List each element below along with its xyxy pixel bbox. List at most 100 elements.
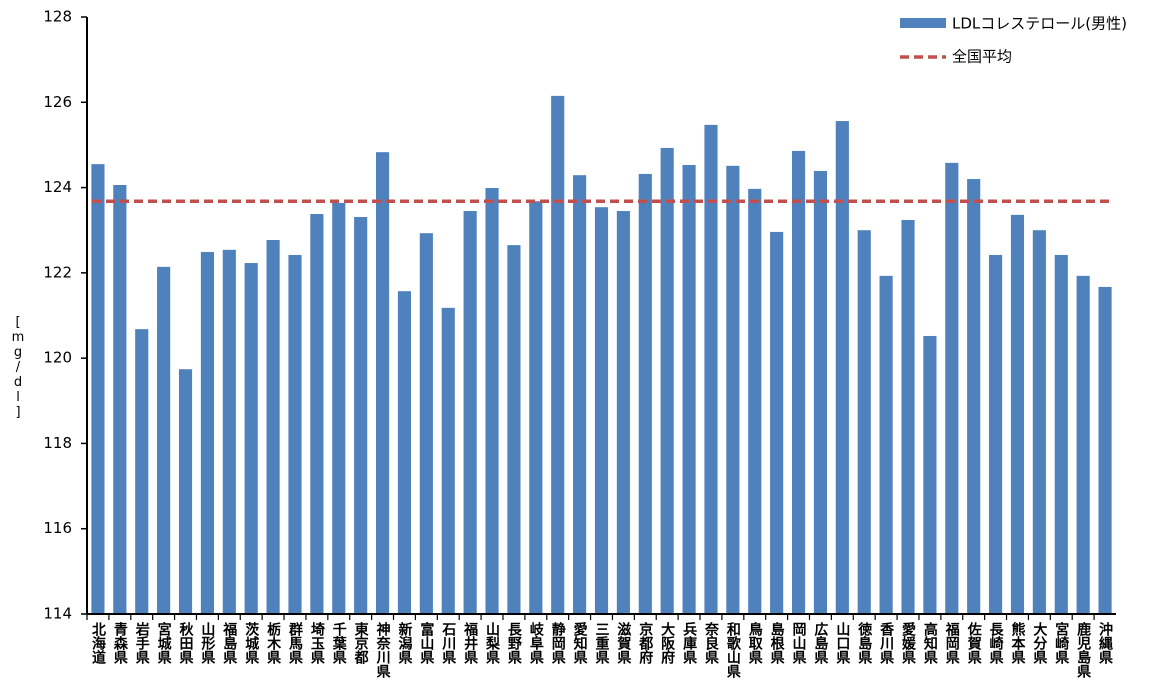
x-tick-label: 福井県 <box>462 621 479 665</box>
y-tick-label: 126 <box>43 93 72 111</box>
bar <box>397 291 412 614</box>
bar <box>879 275 893 614</box>
bar <box>419 233 433 614</box>
bar <box>857 230 871 614</box>
x-tick-label: 愛知県 <box>572 621 588 665</box>
x-tick-label: 千葉県 <box>331 621 348 665</box>
bar <box>266 240 280 614</box>
y-axis-label: [mg/dl] <box>11 315 26 420</box>
x-tick-label: 静岡県 <box>550 621 566 665</box>
bar <box>1098 286 1112 614</box>
legend-swatch <box>900 18 946 28</box>
x-tick-label: 富山県 <box>418 621 434 665</box>
legend-label: LDLコレステロール(男性) <box>952 15 1127 33</box>
legend-label: 全国平均 <box>952 48 1012 66</box>
bar <box>332 202 346 614</box>
bar <box>945 162 959 615</box>
bar <box>1076 275 1090 614</box>
x-tick-label: 和歌山県 <box>725 622 741 679</box>
x-tick-label: 広島県 <box>812 621 828 665</box>
bar <box>354 216 368 614</box>
bar <box>989 254 1003 614</box>
x-tick-label: 奈良県 <box>703 621 720 665</box>
x-tick-label: 岐阜県 <box>528 621 544 665</box>
x-tick-label: 京都府 <box>637 621 654 665</box>
x-tick-label: 大阪府 <box>659 621 675 665</box>
bar <box>704 124 718 615</box>
x-tick-label: 北海道 <box>90 622 106 665</box>
x-tick-label: 滋賀県 <box>615 621 632 665</box>
x-tick-label: 新潟県 <box>396 621 412 665</box>
x-tick-label: 熊本県 <box>1009 621 1025 665</box>
bar <box>507 245 521 614</box>
bar <box>1054 254 1068 614</box>
bar <box>791 150 806 615</box>
bar <box>222 249 236 614</box>
x-tick-label: 山形県 <box>199 622 215 665</box>
x-tick-label: 福岡県 <box>944 621 961 665</box>
x-tick-label: 沖縄県 <box>1097 621 1113 665</box>
bar <box>529 201 543 614</box>
y-tick-label: 128 <box>43 8 72 26</box>
x-tick-label: 石川県 <box>440 622 457 665</box>
x-tick-label: 兵庫県 <box>681 621 697 665</box>
x-tick-label: 三重県 <box>594 622 610 665</box>
y-tick-label: 114 <box>43 605 72 623</box>
x-tick-label: 鹿児島県 <box>1075 621 1092 679</box>
x-tick-label: 宮崎県 <box>1053 621 1069 665</box>
x-tick-label: 鳥取県 <box>747 621 763 665</box>
x-tick-label: 山口県 <box>834 622 850 665</box>
bar <box>288 254 302 614</box>
x-tick-label: 秋田県 <box>178 621 194 665</box>
bar <box>200 251 214 614</box>
x-tick-label: 島根県 <box>769 621 785 665</box>
bar <box>1032 230 1046 614</box>
x-tick-label: 栃木県 <box>265 621 282 665</box>
x-tick-label: 佐賀県 <box>966 621 983 665</box>
x-tick-label: 群馬県 <box>287 621 304 665</box>
bar <box>91 164 105 614</box>
x-tick-label: 長野県 <box>506 622 522 665</box>
x-tick-label: 岡山県 <box>791 622 807 665</box>
bar <box>463 211 477 614</box>
x-tick-label: 神奈川県 <box>375 621 392 679</box>
bar <box>813 170 828 614</box>
x-tick-label: 高知県 <box>922 621 938 665</box>
bar <box>638 173 652 614</box>
bar <box>682 164 696 615</box>
bar <box>135 329 149 614</box>
bar <box>835 121 849 614</box>
y-tick-label: 120 <box>43 349 72 367</box>
bar <box>726 165 740 614</box>
bar <box>616 211 630 614</box>
x-tick-label: 香川県 <box>878 621 895 665</box>
x-tick-label: 福島県 <box>221 621 238 665</box>
y-tick-label: 122 <box>43 263 72 281</box>
bar <box>967 179 981 615</box>
x-tick-label: 宮城県 <box>156 621 172 665</box>
bar <box>178 369 193 614</box>
bar <box>1010 214 1025 614</box>
x-tick-label: 東京都 <box>353 621 370 665</box>
x-tick-label: 岩手県 <box>134 621 151 665</box>
y-tick-label: 124 <box>43 178 72 196</box>
bar <box>551 95 565 614</box>
y-tick-label: 116 <box>43 519 72 537</box>
bar <box>113 185 127 614</box>
x-tick-label: 大分県 <box>1031 621 1047 665</box>
x-tick-label: 長崎県 <box>988 622 1004 665</box>
x-tick-label: 徳島県 <box>856 621 873 665</box>
bar <box>901 219 915 615</box>
bar <box>375 152 390 614</box>
x-tick-label: 埼玉県 <box>309 621 325 665</box>
x-tick-label: 青森県 <box>112 621 128 665</box>
bar <box>660 147 674 614</box>
bar <box>573 175 587 614</box>
bar <box>441 307 455 614</box>
bar <box>485 187 499 614</box>
x-tick-label: 山梨県 <box>484 622 501 665</box>
y-tick-label: 118 <box>43 434 72 452</box>
bar <box>770 231 784 615</box>
